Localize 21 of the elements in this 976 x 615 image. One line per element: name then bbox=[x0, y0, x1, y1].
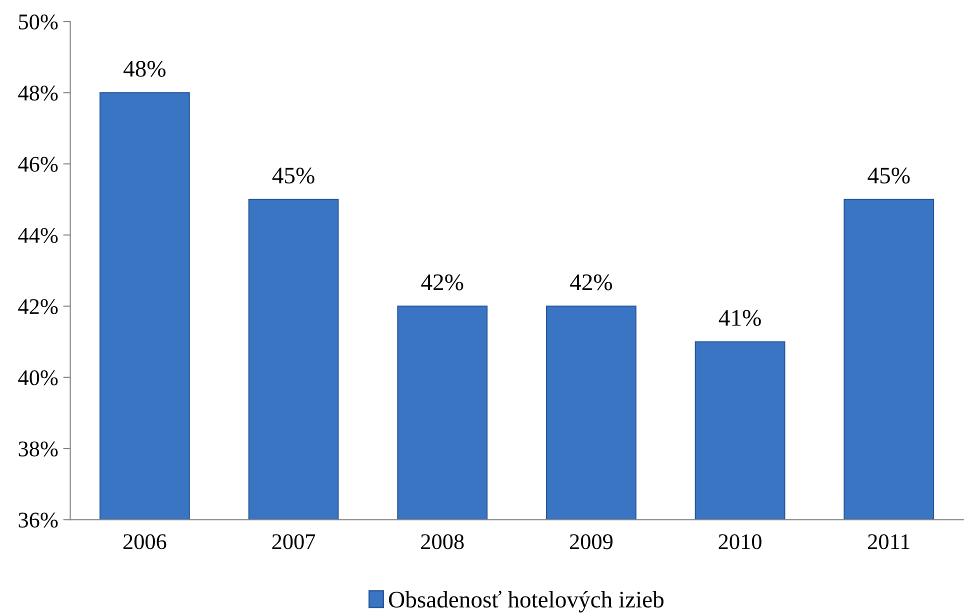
data-label: 45% bbox=[868, 168, 910, 184]
y-tick-label: 36% bbox=[18, 512, 58, 528]
data-label: 41% bbox=[718, 310, 761, 326]
data-label: 42% bbox=[421, 274, 464, 290]
y-tick-label: 44% bbox=[18, 228, 58, 244]
x-tick-label: 2009 bbox=[570, 534, 613, 550]
y-tick-label: 38% bbox=[18, 441, 58, 457]
x-tick-label: 2011 bbox=[868, 534, 910, 550]
y-tick-label: 42% bbox=[18, 299, 58, 314]
data-label: 48% bbox=[124, 60, 166, 77]
data-label: 42% bbox=[570, 274, 612, 290]
x-tick-label: 2008 bbox=[421, 534, 464, 550]
x-tick-label: 2007 bbox=[272, 534, 316, 550]
x-tick-label: 2006 bbox=[123, 534, 166, 550]
data-label: 45% bbox=[272, 168, 314, 184]
y-tick-label: 46% bbox=[18, 156, 58, 172]
legend-label: Obsadenosť hotelových izieb bbox=[389, 590, 664, 612]
x-tick-label: 2010 bbox=[718, 534, 762, 550]
y-tick-label: 50% bbox=[19, 14, 58, 30]
y-tick-label: 40% bbox=[18, 370, 58, 386]
y-tick-label: 48% bbox=[18, 86, 58, 101]
